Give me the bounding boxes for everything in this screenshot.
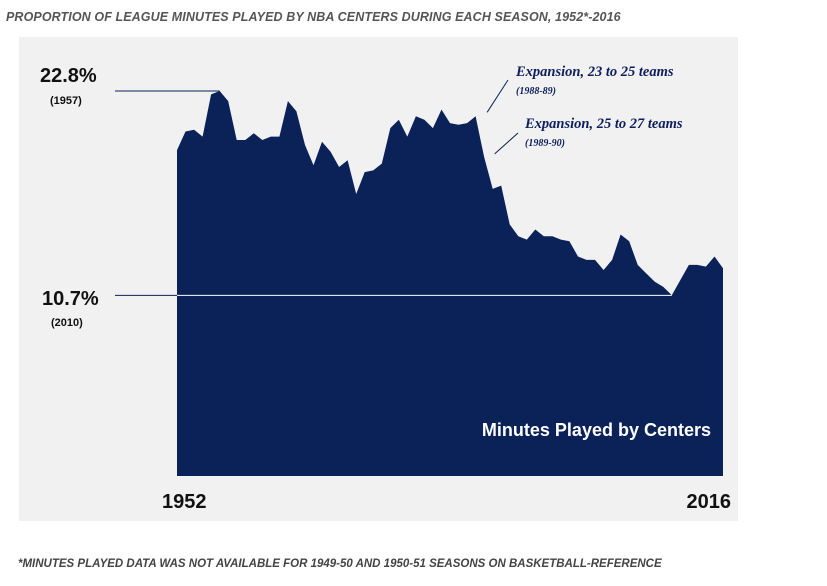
expansion-1-label: Expansion, 23 to 25 teams (515, 64, 674, 80)
x-tick-label-end: 2016 (687, 491, 732, 513)
min-value-label: 10.7% (42, 288, 99, 310)
x-tick-label-start: 1952 (162, 491, 207, 513)
series-label: Minutes Played by Centers (482, 420, 711, 440)
expansion-1-years: (1988-89) (516, 86, 556, 97)
expansion-2-leader-line (494, 132, 519, 155)
expansion-1-leader-line (486, 79, 509, 113)
max-value-label: 22.8% (40, 65, 97, 87)
expansion-2-label: Expansion, 25 to 27 teams (524, 116, 683, 132)
min-year-label: (2010) (51, 317, 83, 329)
expansion-2-years: (1989-90) (525, 138, 565, 149)
area-series-centers (177, 91, 723, 476)
footnote: *MINUTES PLAYED DATA WAS NOT AVAILABLE F… (18, 558, 662, 570)
max-year-label: (1957) (50, 95, 82, 107)
chart-title: PROPORTION OF LEAGUE MINUTES PLAYED BY N… (6, 10, 621, 24)
